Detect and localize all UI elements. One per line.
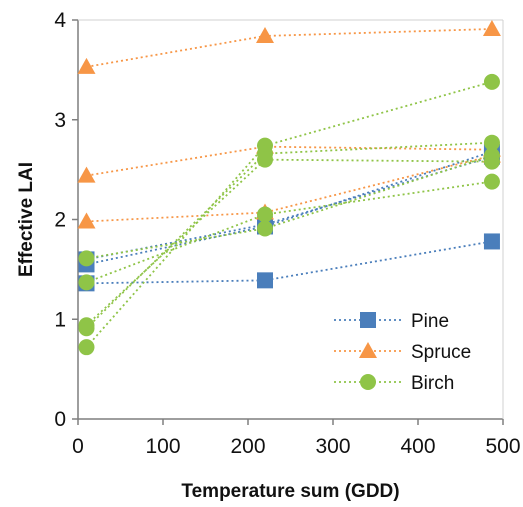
series-layer [77,19,501,356]
series-line-spruce [86,28,492,68]
pine-point [483,233,500,250]
birch-point [483,73,500,90]
spruce-point [256,26,274,43]
x-tick-label: 100 [145,435,180,458]
birch-point [257,206,273,223]
series-line-birch [85,158,492,326]
birch-point [257,151,273,168]
series-line-spruce [86,145,492,177]
y-tick-label: 3 [54,109,66,132]
legend-label-pine: Pine [411,311,449,332]
x-tick-label: 0 [72,435,84,458]
series-line-birch [86,180,493,284]
birch-point [78,250,95,267]
x-tick-label: 500 [485,435,520,458]
series-line-birch [85,80,493,348]
x-tick-label: 200 [230,435,265,458]
series-line-birch [85,141,492,329]
legend: Pine Spruce Birch [334,311,471,394]
birch-point [483,134,500,151]
y-tick-label: 0 [54,408,66,431]
series-line-pine [86,155,493,261]
y-tick-label: 1 [54,308,66,331]
birch-point [257,220,273,237]
birch-point [78,317,95,334]
birch-point [483,147,500,164]
series-line-pine [86,150,493,266]
spruce-point [77,57,96,74]
legend-marker-pine [360,312,376,328]
legend-marker-birch [360,374,376,390]
birch-point [78,339,95,356]
legend-label-birch: Birch [411,373,454,394]
x-tick-label: 300 [315,435,350,458]
legend-marker-spruce [359,342,377,358]
x-tick-label: 400 [400,435,435,458]
y-tick-label: 4 [54,9,66,32]
pine-point [257,272,273,289]
x-axis-title: Temperature sum (GDD) [181,481,399,502]
legend-label-spruce: Spruce [411,342,471,363]
spruce-point [482,19,501,36]
birch-point [78,274,95,291]
y-axis-title: Effective LAI [16,162,37,277]
birch-point [483,173,500,190]
series-line-birch [86,154,493,260]
spruce-point [77,212,96,229]
axes: 0 1 2 3 4 0 100 200 300 400 500 [54,9,520,458]
spruce-point [77,166,96,183]
y-tick-label: 2 [54,209,66,232]
